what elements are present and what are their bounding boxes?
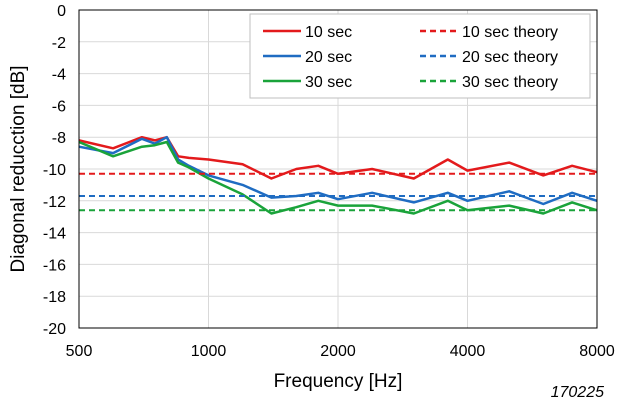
y-tick-label: -2 bbox=[52, 35, 66, 52]
x-tick-label: 500 bbox=[66, 343, 93, 360]
legend-label: 10 sec bbox=[305, 24, 352, 41]
y-tick-label: 0 bbox=[57, 3, 66, 20]
y-tick-label: -18 bbox=[43, 289, 66, 306]
y-tick-label: -20 bbox=[43, 321, 66, 338]
x-axis-title: Frequency [Hz] bbox=[274, 371, 403, 392]
y-tick-label: -14 bbox=[43, 226, 66, 243]
x-tick-label: 8000 bbox=[579, 343, 615, 360]
x-tick-label: 2000 bbox=[320, 343, 356, 360]
y-tick-label: -10 bbox=[43, 162, 66, 179]
series-layer bbox=[78, 135, 598, 215]
x-tick-label: 4000 bbox=[450, 343, 486, 360]
y-tick-label: -16 bbox=[43, 257, 66, 274]
series-line-30-sec bbox=[78, 140, 598, 215]
legend-label: 10 sec theory bbox=[462, 24, 558, 41]
x-tick-label: 1000 bbox=[191, 343, 227, 360]
series-line-20-sec bbox=[78, 135, 598, 206]
y-tick-label: -4 bbox=[52, 67, 66, 84]
y-tick-label: -12 bbox=[43, 194, 66, 211]
y-tick-label: -8 bbox=[52, 130, 66, 147]
y-axis-title: Diagonal reducction [dB] bbox=[8, 65, 29, 272]
legend-label: 30 sec theory bbox=[462, 74, 558, 91]
y-tick-label: -6 bbox=[52, 98, 66, 115]
legend-label: 20 sec theory bbox=[462, 49, 558, 66]
legend-label: 20 sec bbox=[305, 49, 352, 66]
series-line-10-sec bbox=[78, 135, 598, 180]
legend-label: 30 sec bbox=[305, 74, 352, 91]
annotation-code: 170225 bbox=[551, 384, 604, 401]
plot-frame bbox=[78, 9, 598, 329]
legend: 10 sec 20 sec 30 sec 10 sec theory 20 sec th… bbox=[249, 13, 591, 99]
